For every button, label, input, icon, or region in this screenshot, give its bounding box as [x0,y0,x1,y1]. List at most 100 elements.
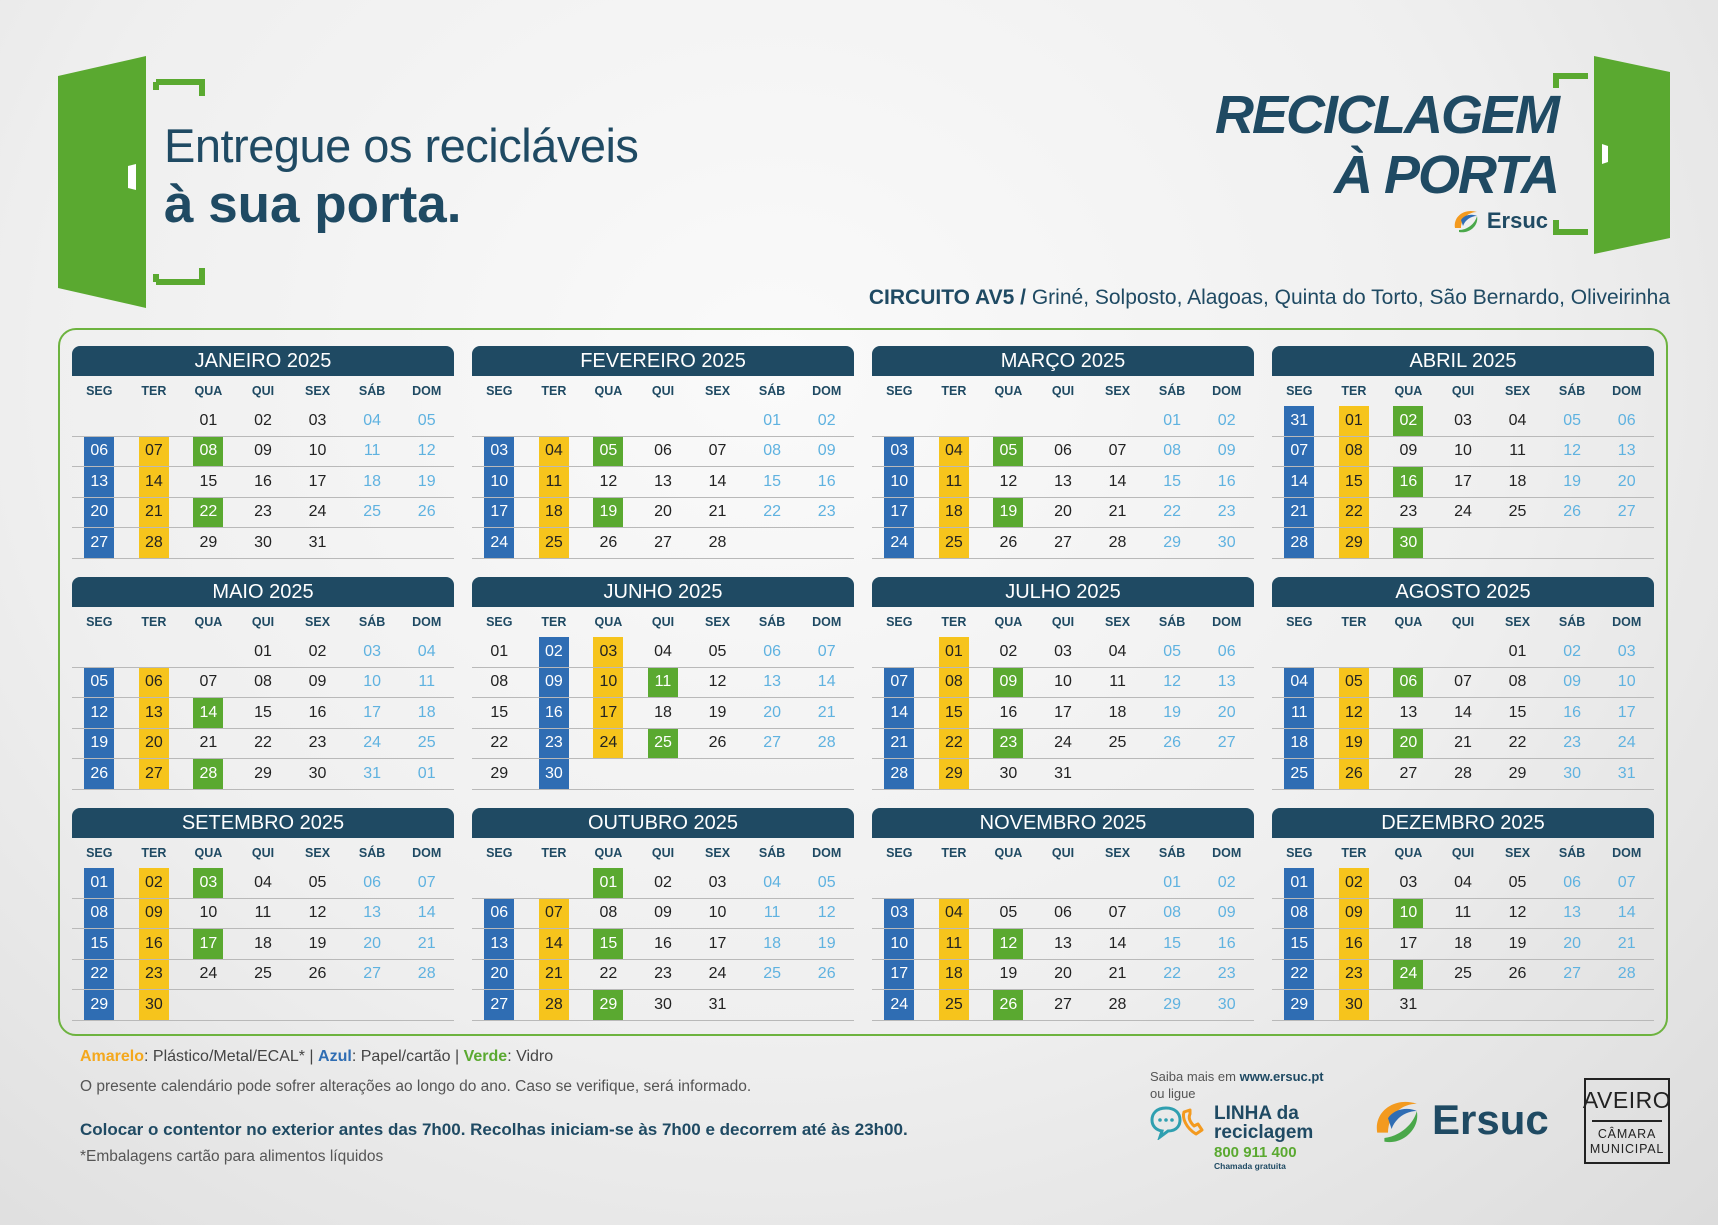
collection-day-blue: 28 [872,759,927,789]
weekday-label: SEX [1105,846,1131,860]
weekday-label: DOM [812,384,842,398]
weekday-label: DOM [812,615,842,629]
day-cell: 19 [1490,929,1545,959]
collection-day-yellow: 08 [927,667,982,697]
website-link[interactable]: www.ersuc.pt [1239,1069,1324,1084]
day-cell: 26 [581,528,636,558]
day-number: 19 [417,472,436,490]
collection-day-yellow: 18 [927,497,982,527]
week-row: 01 02 [472,406,854,437]
day-cell: 04 [236,868,291,898]
day-number: 07 [1617,873,1636,891]
day-cell: 06 [1199,637,1254,667]
day-cell: 17 [1599,698,1654,728]
day-number: 12 [1508,904,1527,922]
weekday-label: DOM [1212,384,1242,398]
weekday-label: TER [1341,384,1367,398]
day-number: 04 [654,642,672,660]
day-number: 04 [254,873,272,891]
collection-day-yellow: 13 [127,698,182,728]
day-number: 03 [308,411,327,429]
day-number: 24 [884,528,915,558]
weekday-label: QUA [594,615,623,629]
day-number: 24 [484,528,515,558]
day-number: 22 [84,959,115,989]
empty-cell [636,406,691,436]
week-row: 14 15 16 17 18 19 20 [1272,467,1654,498]
phone-number[interactable]: 800 911 400 [1214,1144,1297,1161]
collection-day-yellow: 25 [927,528,982,558]
day-cell: 26 [981,528,1036,558]
day-number: 04 [1284,667,1315,697]
weekday-label: SÁB [358,846,386,860]
day-number: 05 [1563,411,1582,429]
day-cell: 28 [690,528,745,558]
day-cell: 03 [290,406,345,436]
day-cell: 17 [1381,929,1436,959]
weekday-label: DOM [412,846,442,860]
day-number: 08 [1338,436,1369,466]
day-number: 06 [363,873,382,891]
day-number: 11 [1109,673,1126,691]
day-cell: 24 [1599,729,1654,759]
day-number: 16 [138,929,169,959]
day-cell: 08 [1490,668,1545,698]
day-number: 27 [484,990,515,1020]
day-cell: 22 [1145,498,1200,528]
day-number: 01 [593,868,624,898]
day-number: 16 [817,472,836,490]
day-number: 05 [417,411,436,429]
day-number: 10 [484,467,515,497]
day-number: 07 [138,436,169,466]
day-cell: 21 [690,498,745,528]
day-number: 16 [1217,934,1236,952]
day-cell: 15 [236,698,291,728]
circuit-places: Griné, Solposto, Alagoas, Quinta do Tort… [1031,286,1670,309]
day-number: 03 [1617,642,1636,660]
day-cell: 02 [1199,406,1254,436]
day-number: 13 [84,467,115,497]
collection-day-yellow: 14 [127,467,182,497]
day-number: 12 [1338,698,1369,728]
collection-day-blue: 10 [472,467,527,497]
collection-day-yellow: 22 [1327,497,1382,527]
day-number: 22 [599,965,618,983]
day-number: 26 [993,990,1024,1020]
weekday-label: SEG [86,846,113,860]
day-number: 13 [763,673,782,691]
day-cell: 11 [745,899,800,929]
footnote-text: *Embalagens cartão para alimentos líquid… [80,1148,384,1165]
weekday-header: SEG TER QUA QUI SEX SÁB DOM [872,607,1254,637]
month-4: ABRIL 2025 SEG TER QUA QUI SEX SÁB DOM 31 01 02 03 0… [1272,346,1654,559]
day-number: 15 [254,703,272,721]
day-cell: 22 [1490,729,1545,759]
weekday-label: QUI [1451,615,1475,629]
day-number: 31 [1617,764,1636,782]
day-number: 28 [417,965,436,983]
day-cell: 19 [1545,467,1600,497]
day-number: 01 [1163,411,1182,429]
empty-cell [872,868,927,898]
collection-day-blue: 22 [1272,959,1327,989]
day-number: 11 [254,904,272,922]
week-row: 22 23 24 25 26 27 28 [1272,959,1654,990]
day-number: 30 [1338,990,1369,1020]
day-number: 27 [763,734,782,752]
day-number: 01 [1508,642,1527,660]
day-number: 16 [999,703,1018,721]
weekday-label: QUA [994,384,1023,398]
empty-cell [399,528,454,558]
day-number: 13 [363,904,382,922]
day-number: 02 [1393,406,1424,436]
day-number: 07 [884,667,915,697]
weekday-label: DOM [1612,846,1642,860]
day-number: 28 [538,990,569,1020]
weekday-label: SÁB [758,615,786,629]
day-cell: 20 [1199,698,1254,728]
day-number: 22 [938,728,969,758]
day-number: 03 [1454,411,1472,429]
day-number: 11 [938,467,969,497]
day-number: 17 [708,934,727,952]
empty-cell [1545,990,1600,1020]
day-number: 22 [1284,959,1315,989]
